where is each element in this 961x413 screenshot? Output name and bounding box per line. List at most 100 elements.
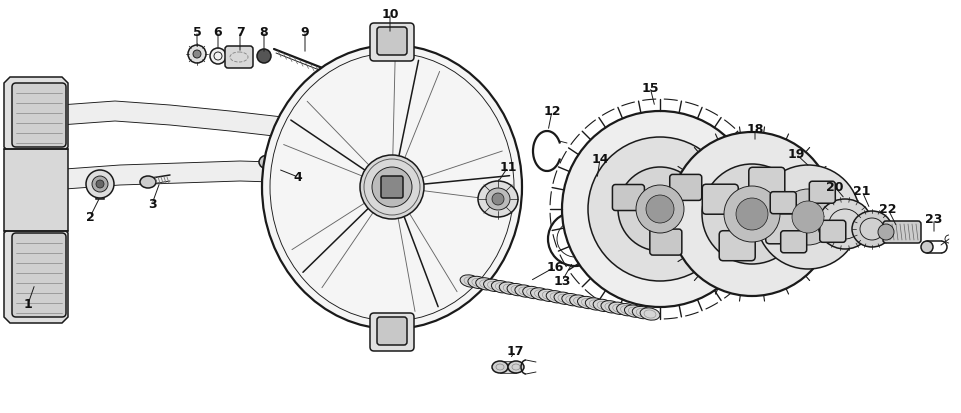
Ellipse shape	[372, 168, 411, 207]
Text: 12: 12	[543, 105, 560, 118]
Ellipse shape	[514, 285, 534, 297]
FancyBboxPatch shape	[612, 185, 644, 211]
Ellipse shape	[491, 281, 510, 293]
Ellipse shape	[546, 291, 565, 303]
Ellipse shape	[187, 46, 206, 64]
Ellipse shape	[617, 168, 702, 252]
Text: 18: 18	[746, 123, 763, 136]
Ellipse shape	[92, 177, 108, 192]
Text: 17: 17	[505, 345, 523, 358]
Ellipse shape	[522, 287, 542, 299]
Ellipse shape	[499, 282, 519, 294]
Ellipse shape	[259, 156, 277, 170]
Ellipse shape	[779, 190, 835, 245]
Text: 5: 5	[192, 26, 201, 38]
Polygon shape	[28, 161, 450, 197]
Ellipse shape	[96, 180, 104, 189]
Text: 21: 21	[852, 185, 870, 198]
Text: 15: 15	[641, 81, 658, 94]
Ellipse shape	[584, 298, 604, 311]
FancyBboxPatch shape	[702, 185, 737, 215]
Ellipse shape	[561, 112, 757, 307]
Ellipse shape	[851, 211, 891, 247]
Ellipse shape	[530, 288, 550, 300]
FancyBboxPatch shape	[377, 317, 407, 345]
Ellipse shape	[702, 165, 801, 264]
Ellipse shape	[459, 275, 480, 287]
FancyBboxPatch shape	[770, 192, 796, 214]
Ellipse shape	[639, 308, 659, 320]
Ellipse shape	[755, 166, 859, 269]
FancyBboxPatch shape	[12, 233, 66, 317]
Polygon shape	[445, 142, 467, 168]
Ellipse shape	[561, 294, 581, 306]
Polygon shape	[4, 78, 68, 154]
FancyBboxPatch shape	[370, 24, 413, 62]
Ellipse shape	[467, 277, 487, 289]
Ellipse shape	[483, 280, 503, 292]
Ellipse shape	[877, 224, 893, 240]
Ellipse shape	[506, 284, 527, 296]
Ellipse shape	[485, 189, 509, 211]
FancyBboxPatch shape	[669, 175, 701, 201]
Polygon shape	[96, 185, 104, 199]
Ellipse shape	[616, 304, 636, 316]
Text: 3: 3	[148, 198, 156, 211]
Ellipse shape	[578, 176, 622, 219]
Text: 4: 4	[293, 171, 302, 184]
Ellipse shape	[791, 202, 824, 233]
Text: 14: 14	[591, 153, 608, 166]
Ellipse shape	[631, 306, 652, 319]
Text: 7: 7	[235, 26, 244, 38]
Text: 19: 19	[786, 148, 803, 161]
FancyBboxPatch shape	[748, 168, 784, 198]
Text: 1: 1	[24, 298, 33, 311]
Polygon shape	[4, 228, 68, 323]
FancyBboxPatch shape	[650, 230, 681, 256]
Ellipse shape	[724, 187, 779, 242]
Polygon shape	[4, 150, 68, 231]
Text: 23: 23	[924, 213, 942, 226]
FancyBboxPatch shape	[780, 231, 806, 253]
Ellipse shape	[593, 299, 612, 312]
Text: 11: 11	[499, 161, 516, 174]
Text: 2: 2	[86, 211, 94, 224]
Polygon shape	[571, 264, 579, 269]
Ellipse shape	[476, 278, 495, 290]
Text: 6: 6	[213, 26, 222, 38]
Ellipse shape	[601, 301, 620, 313]
Ellipse shape	[140, 177, 156, 189]
Ellipse shape	[920, 242, 932, 254]
FancyBboxPatch shape	[225, 47, 253, 69]
Text: 16: 16	[546, 261, 563, 274]
Ellipse shape	[577, 297, 597, 309]
Ellipse shape	[646, 195, 674, 223]
FancyBboxPatch shape	[882, 221, 920, 243]
Ellipse shape	[209, 49, 226, 65]
FancyBboxPatch shape	[808, 182, 834, 204]
Text: 20: 20	[825, 181, 843, 194]
Ellipse shape	[669, 133, 833, 296]
Text: 9: 9	[301, 26, 309, 38]
Ellipse shape	[478, 182, 517, 218]
Ellipse shape	[491, 361, 507, 373]
Ellipse shape	[193, 51, 201, 59]
Ellipse shape	[86, 171, 114, 199]
Ellipse shape	[585, 183, 613, 211]
Ellipse shape	[257, 50, 271, 64]
Ellipse shape	[491, 194, 504, 206]
Text: 13: 13	[553, 275, 570, 288]
FancyBboxPatch shape	[819, 221, 845, 243]
FancyBboxPatch shape	[377, 28, 407, 56]
Ellipse shape	[569, 295, 589, 308]
Ellipse shape	[507, 361, 524, 373]
Polygon shape	[500, 361, 515, 373]
Ellipse shape	[587, 138, 731, 281]
Polygon shape	[28, 102, 450, 170]
Ellipse shape	[817, 199, 871, 249]
Ellipse shape	[635, 185, 683, 233]
Ellipse shape	[608, 302, 628, 315]
Text: 22: 22	[878, 203, 896, 216]
Ellipse shape	[538, 290, 557, 302]
Ellipse shape	[591, 190, 607, 206]
